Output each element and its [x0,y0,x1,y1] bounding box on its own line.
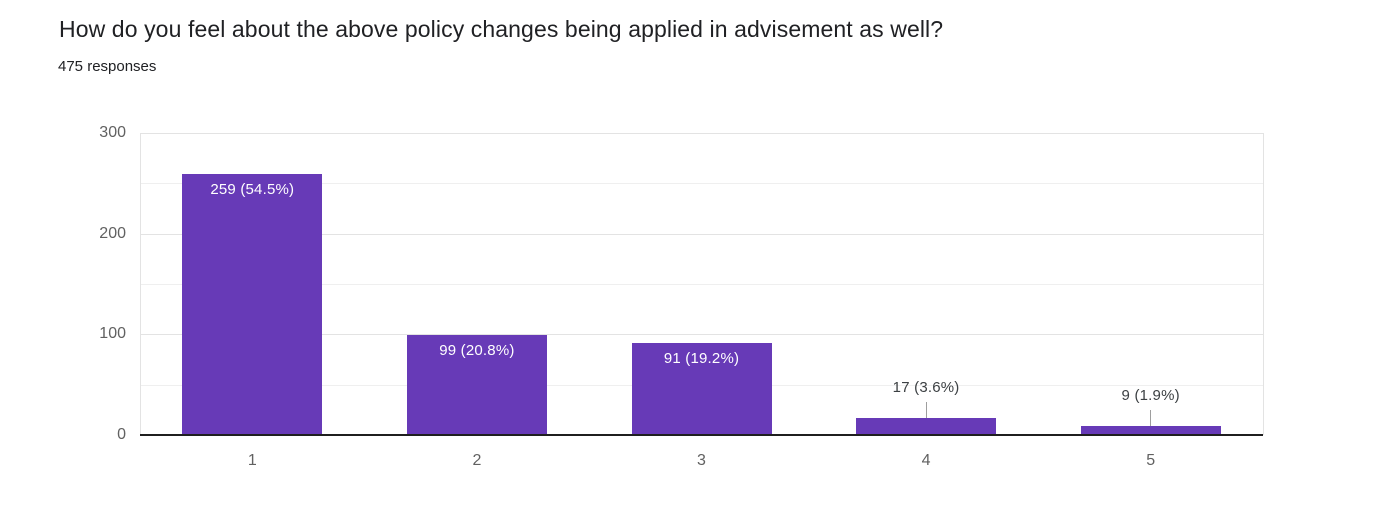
x-axis-tick-label: 1 [247,452,257,469]
bar-value-label: 17 (3.6%) [892,378,960,396]
y-axis-tick-label: 0 [117,426,126,443]
y-axis-tick-label: 300 [99,124,126,141]
bar-category-5[interactable] [1080,425,1221,435]
bar-category-1[interactable] [182,174,323,435]
plot-border-left [140,133,141,435]
response-count: 475 responses [58,58,157,75]
gridline-minor [140,284,1263,285]
x-axis-line [140,434,1263,436]
bar-category-3[interactable] [631,343,772,435]
bar-value-label: 91 (19.2%) [663,350,740,368]
gridline-minor [140,183,1263,185]
gridline-major [140,334,1263,336]
y-axis-tick-label: 100 [99,325,126,343]
gridline-major [140,133,1263,134]
x-axis-tick-label: 2 [472,452,482,469]
x-axis-tick-label: 5 [1146,452,1156,469]
bar-category-4[interactable] [856,417,997,435]
x-axis-tick-label: 3 [697,452,706,469]
plot-border-right [1263,133,1264,435]
y-axis-tick-label: 200 [99,224,126,242]
x-axis-tick-label: 4 [921,452,931,469]
bar-value-label: 99 (20.8%) [439,342,515,360]
chart-title: How do you feel about the above policy c… [59,16,944,42]
bar-label-stem [925,401,927,418]
bar-category-2[interactable] [406,335,547,435]
bar-value-label: 9 (1.9%) [1121,386,1180,404]
gridline-major [140,233,1263,235]
bar-value-label: 259 (54.5%) [210,181,295,199]
bar-label-stem [1150,409,1152,426]
